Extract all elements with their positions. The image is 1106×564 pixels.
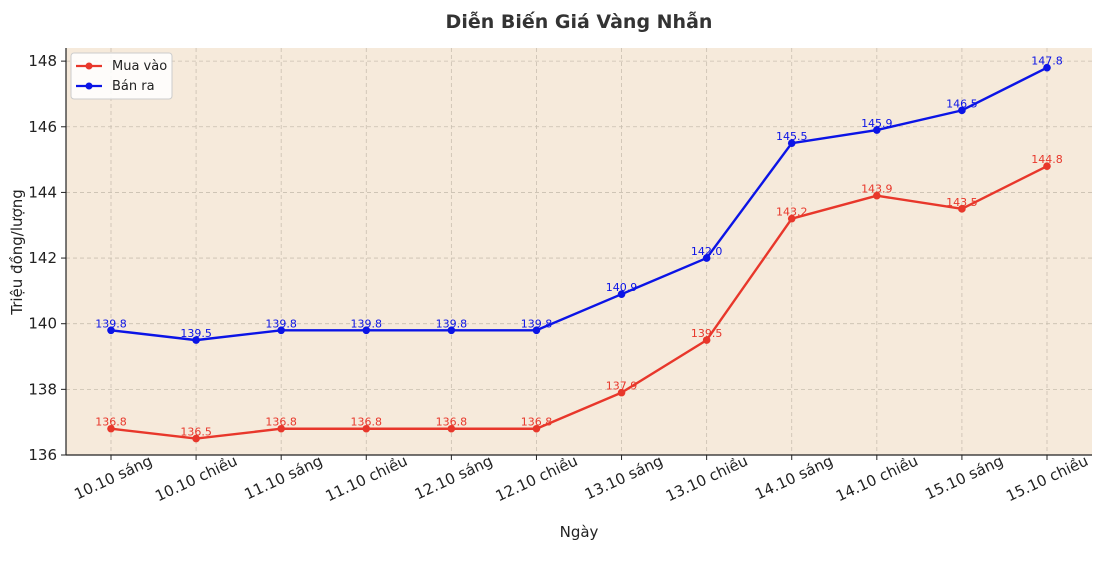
data-label: 136.8: [265, 416, 297, 429]
data-label: 143.2: [776, 206, 808, 219]
data-point: [447, 424, 456, 433]
data-label: 143.9: [861, 183, 893, 196]
axes: [65, 48, 1092, 456]
data-point: [1043, 162, 1051, 170]
data-point: [107, 326, 115, 335]
y-ticks: 136 138 140 142 144 146 148: [28, 52, 66, 464]
data-point: [958, 205, 966, 213]
data-point: [277, 326, 285, 335]
data-label: 144.8: [1031, 153, 1063, 166]
legend-label-mua-vao: Mua vào: [112, 59, 167, 74]
data-point: [192, 336, 200, 344]
data-label: 136.8: [521, 416, 553, 429]
data-point: [447, 326, 456, 335]
legend-label-ban-ra: Bán ra: [112, 79, 155, 94]
data-point: [617, 388, 626, 397]
series-ban-ra: 139.8 139.5 139.8 139.8 139.8 139.8 140.9 142.0…: [95, 55, 1063, 344]
y-tick-label: 140: [28, 315, 57, 333]
data-point: [532, 326, 541, 335]
data-point: [702, 336, 711, 344]
legend-marker-mua-vao: [85, 62, 93, 70]
series-line: [110, 66, 1048, 342]
data-point: [702, 254, 711, 262]
data-point: [107, 424, 115, 433]
x-tick-label: 13.10 sáng: [582, 452, 666, 504]
y-tick-label: 148: [28, 52, 57, 70]
data-label: 136.8: [436, 416, 468, 429]
plot-area: [66, 48, 1092, 455]
data-label: 139.8: [351, 317, 383, 330]
x-tick-label: 12.10 sáng: [412, 452, 496, 504]
data-label: 136.5: [180, 426, 212, 439]
data-point: [617, 290, 626, 298]
y-tick-label: 136: [28, 446, 57, 464]
data-point: [787, 214, 796, 223]
y-tick-label: 144: [28, 183, 57, 201]
data-point: [192, 434, 200, 443]
data-point: [958, 106, 966, 115]
data-point: [277, 424, 285, 433]
data-point: [1043, 63, 1051, 72]
data-label: 147.8: [1031, 55, 1063, 68]
data-point: [532, 424, 541, 433]
series-line: [110, 165, 1048, 440]
data-point: [873, 191, 881, 200]
data-label: 139.8: [521, 317, 553, 330]
x-tick-label: 15.10 sáng: [922, 452, 1006, 504]
data-label: 145.9: [861, 117, 893, 130]
x-tick-label: 11.10 sáng: [242, 452, 326, 504]
legend: Mua vào Bán ra: [70, 52, 173, 100]
y-tick-label: 138: [28, 380, 57, 398]
series: 136.8 136.5 136.8 136.8 136.8 136.8 137.9 139.5…: [95, 55, 1063, 443]
x-axis-title: Ngày: [560, 523, 599, 541]
data-point: [873, 126, 881, 134]
data-label: 137.9: [606, 380, 638, 393]
chart-title: Diễn Biến Giá Vàng Nhẫn: [446, 9, 713, 33]
data-label: 146.5: [946, 97, 978, 110]
data-label: 143.5: [946, 196, 978, 209]
data-label: 139.5: [180, 327, 212, 340]
data-point: [362, 424, 371, 433]
legend-box: [70, 52, 173, 100]
data-point: [362, 326, 371, 335]
y-tick-label: 142: [28, 249, 57, 267]
data-label: 136.8: [95, 416, 127, 429]
data-label: 139.8: [95, 317, 127, 330]
data-label: 136.8: [351, 416, 383, 429]
y-tick-label: 146: [28, 118, 57, 136]
data-label: 140.9: [606, 281, 638, 294]
data-label: 145.5: [776, 130, 808, 143]
data-label: 139.8: [265, 317, 297, 330]
data-point: [787, 139, 796, 147]
series-mua-vao: 136.8 136.5 136.8 136.8 136.8 136.8 137.9 139.5…: [95, 153, 1063, 443]
data-label: 139.8: [436, 317, 468, 330]
legend-marker-ban-ra: [85, 82, 93, 90]
data-label: 142.0: [691, 245, 723, 258]
grid: [66, 48, 1092, 456]
x-tick-label: 10.10 sáng: [71, 452, 155, 504]
data-label: 139.5: [691, 327, 723, 340]
y-axis-title: Triệu đồng/lượng: [8, 189, 26, 315]
x-tick-label: 14.10 sáng: [752, 452, 836, 504]
